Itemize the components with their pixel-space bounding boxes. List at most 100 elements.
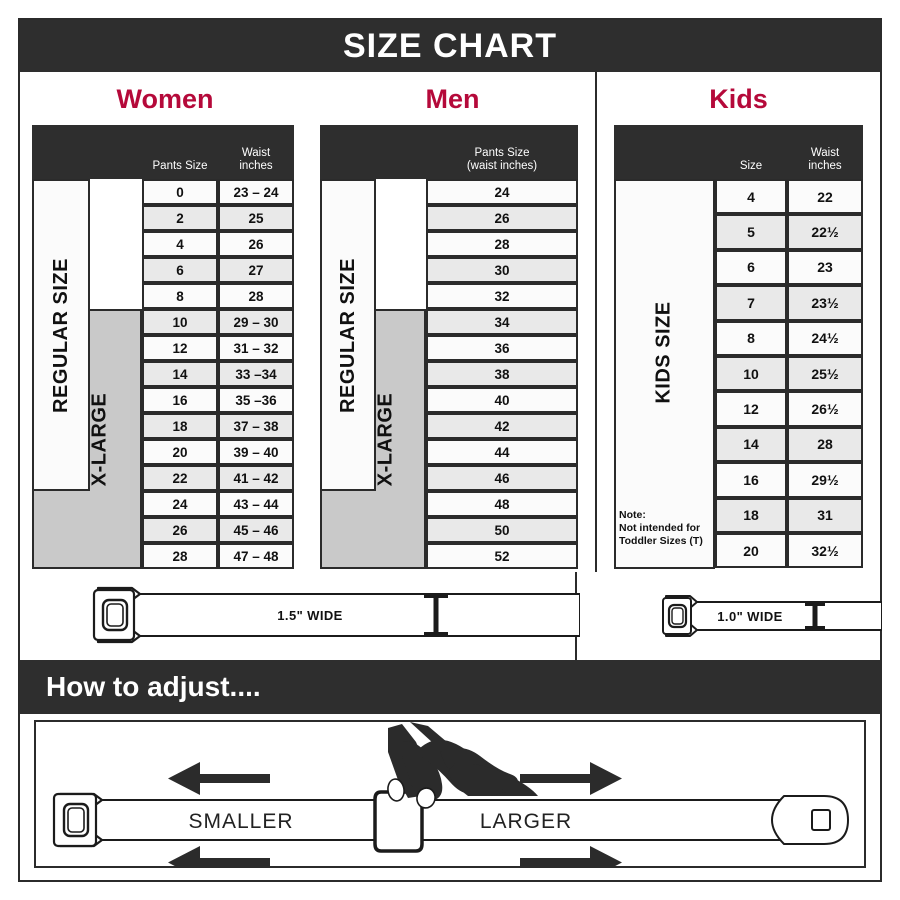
panel-women: Women Pants Size Waist inches REGULAR SI… (20, 72, 310, 572)
section-divider-men-kids (595, 72, 597, 572)
table-row: 24 43 – 44 (142, 491, 294, 517)
kids-note-line2: Not intended for (619, 521, 701, 534)
category-label-regular-women: REGULAR SIZE (49, 257, 72, 413)
table-cell-size: 34 (426, 309, 578, 335)
table-cell-waist: 47 – 48 (218, 543, 294, 569)
table-cell-waist: 32½ (787, 532, 863, 569)
table-row: 14 33 –34 (142, 361, 294, 387)
table-cell-size: 0 (142, 179, 218, 205)
table-cell-size: 10 (715, 355, 787, 392)
table-row: 34 (426, 309, 578, 335)
table-row: 38 (426, 361, 578, 387)
table-row: 2 25 (142, 205, 294, 231)
table-cell-size: 26 (426, 205, 578, 231)
table-cell-waist: 28 (218, 283, 294, 309)
table-cell-size: 36 (426, 335, 578, 361)
panel-title-kids: Kids (709, 84, 768, 114)
table-cell-size: 44 (426, 439, 578, 465)
tables-region: Women Pants Size Waist inches REGULAR SI… (20, 72, 880, 572)
panel-title-women: Women (116, 84, 214, 114)
kids-note: Note: Not intended for Toddler Sizes (T) (619, 509, 715, 547)
table-cell-waist: 23 – 24 (218, 179, 294, 205)
col-header-waist-inches: Waist inches (218, 147, 294, 179)
table-row: 10 25½ (715, 355, 863, 392)
table-row: 28 (426, 231, 578, 257)
kids-belt-illustration: 1.0" WIDE (652, 572, 883, 660)
table-cell-size: 4 (715, 179, 787, 215)
table-row: 50 (426, 517, 578, 543)
table-cell-waist: 25 (218, 205, 294, 231)
adult-belt-illustration: 1.5" WIDE (80, 572, 581, 660)
table-rows-kids: 4 22 5 22½ 6 23 7 23½ 8 24½ 10 25½ 12 26½ 14 28 16 29½ 18 3… (715, 179, 863, 569)
table-row: 12 31 – 32 (142, 335, 294, 361)
panel-title-men: Men (425, 84, 480, 114)
table-cell-waist: 23 (787, 249, 863, 286)
table-cell-waist: 31 – 32 (218, 335, 294, 361)
table-cell-size: 7 (715, 285, 787, 321)
arrow-left-bottom-icon (168, 846, 270, 879)
table-cell-waist: 28 (787, 426, 863, 463)
table-cell-size: 4 (142, 231, 218, 257)
category-block-regular-women: REGULAR SIZE (32, 179, 90, 491)
how-to-adjust-header: How to adjust.... (20, 660, 880, 714)
table-row: 16 35 –36 (142, 387, 294, 413)
table-cell-waist: 35 –36 (218, 387, 294, 413)
table-cell-size: 14 (715, 426, 787, 463)
smaller-label: SMALLER (188, 810, 293, 833)
arrow-left-top-icon (168, 762, 270, 795)
table-men: Pants Size (waist inches) REGULAR SIZE X… (320, 125, 578, 569)
table-cell-waist: 31 (787, 497, 863, 533)
table-row: 10 29 – 30 (142, 309, 294, 335)
table-cell-size: 20 (142, 439, 218, 465)
category-label-regular-men: REGULAR SIZE (336, 257, 359, 413)
table-cell-size: 38 (426, 361, 578, 387)
table-row: 26 45 – 46 (142, 517, 294, 543)
table-kids: Size Waist inches KIDS SIZE Note: Not in… (614, 125, 863, 569)
table-header-women: Pants Size Waist inches (32, 125, 294, 179)
table-cell-size: 52 (426, 543, 578, 569)
col-header-pants-size: Pants Size (152, 159, 208, 172)
table-row: 20 32½ (715, 532, 863, 569)
how-to-adjust-heading: How to adjust.... (46, 671, 261, 702)
table-cell-size: 24 (142, 491, 218, 517)
arrow-right-top-icon (520, 762, 622, 795)
table-row: 22 41 – 42 (142, 465, 294, 491)
table-row: 7 23½ (715, 285, 863, 321)
kids-note-line1: Note: (619, 509, 646, 521)
table-row: 6 23 (715, 249, 863, 286)
table-row: 0 23 – 24 (142, 179, 294, 205)
adult-belt-width-label: 1.5" WIDE (277, 608, 342, 623)
col-header-size: Size (739, 159, 763, 172)
table-cell-waist: 24½ (787, 320, 863, 356)
table-row: 12 26½ (715, 391, 863, 427)
table-row: 30 (426, 257, 578, 283)
table-row: 52 (426, 543, 578, 569)
table-cell-size: 6 (715, 249, 787, 286)
table-cell-size: 14 (142, 361, 218, 387)
table-cell-waist: 45 – 46 (218, 517, 294, 543)
table-row: 28 47 – 48 (142, 543, 294, 569)
table-row: 8 28 (142, 283, 294, 309)
col-header-kids-waist: Waist inches (787, 147, 863, 179)
table-rows-women: 0 23 – 24 2 25 4 26 6 27 8 28 10 29 – 30 12 31 – 32 14… (142, 179, 294, 569)
table-cell-waist: 22 (787, 179, 863, 215)
table-cell-size: 18 (142, 413, 218, 439)
table-cell-size: 10 (142, 309, 218, 335)
table-header-kids: Size Waist inches (614, 125, 863, 179)
table-cell-size: 42 (426, 413, 578, 439)
arrow-right-bottom-icon (520, 846, 622, 879)
panel-men: Men Pants Size (waist inches) REGULAR SI… (310, 72, 595, 572)
table-cell-size: 16 (715, 462, 787, 498)
category-block-regular-men: REGULAR SIZE (320, 179, 376, 491)
table-women: Pants Size Waist inches REGULAR SIZE X-L… (32, 125, 294, 569)
table-body-kids: KIDS SIZE Note: Not intended for Toddler… (614, 179, 863, 569)
table-cell-size: 18 (715, 497, 787, 533)
kids-belt-width-label: 1.0" WIDE (717, 609, 782, 624)
table-row: 20 39 – 40 (142, 439, 294, 465)
table-row: 18 37 – 38 (142, 413, 294, 439)
table-cell-size: 40 (426, 387, 578, 413)
how-to-adjust-illustration-frame: SMALLER LARGER (34, 720, 866, 879)
table-cell-waist: 26 (218, 231, 294, 257)
table-row: 24 (426, 179, 578, 205)
table-row: 5 22½ (715, 214, 863, 250)
